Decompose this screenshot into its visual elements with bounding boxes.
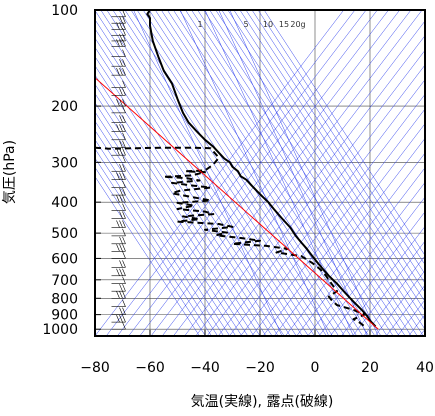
wind-barb-flag [117,220,120,227]
wind-barb-flag [120,195,123,202]
wind-barb-flag [120,68,123,75]
wind-barb-flag [120,284,123,291]
wind-barb-flag [120,269,123,276]
y-tick-label: 600 [51,251,78,267]
y-tick-label: 1000 [42,322,78,338]
guide-line [420,0,435,336]
wind-barb-flag [123,237,126,244]
wind-barb-flag [120,260,123,267]
x-tick-label: 40 [416,360,434,376]
wind-barb-flag [123,269,126,276]
tick-labels: −80 −60 −40 −20 0 20 40 100 200 300 400 500 600 700 80… [42,3,434,376]
mixing-ratio-label: 15 [279,20,289,29]
guide-line [0,0,296,336]
mixing-ratio-label: 10 [263,20,273,29]
wind-barb-flag [120,188,123,195]
x-tick-label: −40 [190,360,220,376]
guide-line [397,0,435,336]
guide-line [162,0,435,336]
wind-barb-flag [123,88,126,95]
guide-line [0,0,308,336]
x-tick-label: −80 [80,360,110,376]
guide-line [330,0,435,336]
guide-line [207,0,435,336]
wind-barb-flag [123,181,126,188]
guide-line [409,0,435,336]
mixing-ratio-label: 1 [197,20,202,29]
y-tick-label: 800 [51,291,78,307]
wind-barb-flag [120,148,123,155]
wind-barb-flag [123,291,126,298]
wind-barb-flag [123,277,126,284]
guide-line [117,0,435,336]
wind-barb-flag [117,244,120,251]
wind-barb-flag [117,315,120,322]
wind-barb-flag [120,308,123,315]
guide-line [431,0,435,336]
wind-barb-flag [120,291,123,298]
y-tick-label: 900 [51,308,78,324]
wind-barb-flag [120,237,123,244]
mixing-ratio-line [219,10,368,336]
mixing-ratio-label: 20g [290,20,305,29]
wind-barb-flag [123,106,126,113]
x-tick-label: 0 [311,360,320,376]
wind-barb-flag [123,229,126,236]
wind-barb-flag [123,115,126,122]
guide-line [386,0,435,336]
guide-line [0,0,224,336]
wind-barb-flag [120,315,123,322]
y-tick-label: 200 [51,99,78,115]
y-tick-label: 100 [51,3,78,19]
x-tick-label: 20 [361,360,379,376]
guide-line [24,0,435,336]
guide-line [308,0,435,336]
guide-line [319,0,435,336]
wind-barb-flag [123,260,126,267]
guide-line [129,0,435,336]
guide-line [353,0,435,336]
guide-line [196,0,435,336]
x-tick-label: −20 [245,360,275,376]
wind-barb-flag [117,124,120,131]
y-axis-title: 気圧(hPa) [2,140,18,204]
wind-barb-flag [123,124,126,131]
y-tick-label: 400 [51,195,78,211]
guide-line [0,0,272,336]
x-tick-label: −60 [135,360,165,376]
guide-line [173,0,435,336]
wind-barb-flag [117,291,120,298]
guide-line [42,0,435,336]
series-layer [95,10,378,329]
y-tick-label: 700 [51,273,78,289]
wind-barb-flag [123,315,126,322]
wind-barb-flag [123,300,126,307]
y-tick-label: 300 [51,155,78,171]
wind-barb-flag [117,269,120,276]
wind-barb-flag [123,284,126,291]
wind-barb-flag [120,244,123,251]
mixing-ratio-label: 5 [243,20,248,29]
guide-line [274,0,435,336]
wind-barb-flag [120,220,123,227]
y-tick-label: 500 [51,226,78,242]
guide-line [48,0,435,336]
x-axis-title: 気温(実線), 露点(破線) [191,394,334,410]
guide-line [0,0,284,336]
wind-barb-flag [123,212,126,219]
wind-barb-flag [123,220,126,227]
wind-barb-flag [123,251,126,258]
wind-barb-flag [120,173,123,180]
guide-line [185,0,435,336]
wind-barb-flag [123,244,126,251]
wind-barb-flag [120,59,123,66]
